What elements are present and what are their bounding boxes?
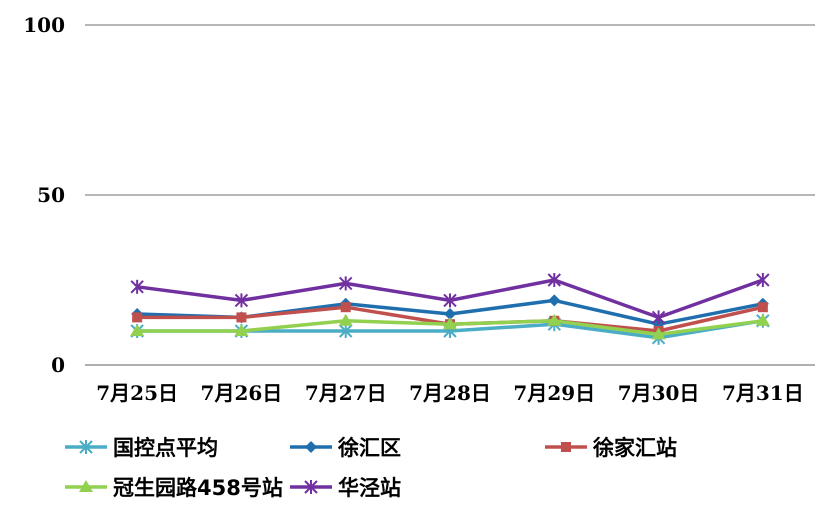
- data-point: [651, 327, 666, 340]
- data-point: [443, 317, 457, 330]
- x-axis-ticks: 7月25日 7月26日 7月27日 7月28日 7月29日 7月30日 7月31日: [96, 381, 803, 405]
- legend-item: 华泾站: [290, 476, 401, 500]
- legend-item: 徐汇区: [290, 436, 401, 460]
- data-point: [444, 308, 456, 320]
- data-point: [756, 273, 770, 287]
- x-tick-label: 7月28日: [409, 381, 491, 405]
- x-tick-label: 7月27日: [305, 381, 387, 405]
- series-group: [130, 273, 770, 345]
- legend-marker: [79, 440, 93, 454]
- legend-marker: [304, 480, 318, 494]
- y-tick-label: 50: [37, 183, 65, 207]
- data-point: [548, 294, 561, 307]
- legend-marker: [305, 441, 317, 453]
- data-point: [755, 313, 770, 326]
- data-point: [547, 313, 562, 326]
- legend-label: 冠生园路458号站: [113, 476, 283, 500]
- data-point: [338, 313, 353, 326]
- data-point: [339, 276, 353, 291]
- x-tick-label: 7月29日: [513, 381, 595, 405]
- legend-marker: [79, 480, 93, 492]
- x-tick-label: 7月31日: [722, 381, 804, 405]
- data-point: [651, 310, 666, 325]
- data-point: [130, 324, 145, 336]
- legend-marker: [561, 442, 571, 452]
- y-tick-label: 0: [51, 353, 65, 377]
- legend-item: 国控点平均: [65, 436, 218, 460]
- legend-label: 徐汇区: [337, 436, 401, 460]
- data-point: [236, 312, 247, 323]
- legend-label: 徐家汇站: [592, 436, 677, 460]
- y-tick-label: 100: [23, 13, 65, 37]
- legend-item: 冠生园路458号站: [65, 476, 283, 500]
- data-point: [234, 324, 249, 336]
- data-point: [340, 302, 351, 313]
- data-point: [443, 293, 457, 308]
- data-point: [234, 293, 249, 308]
- data-point: [339, 324, 353, 338]
- legend-item: 徐家汇站: [545, 436, 677, 460]
- legend-label: 华泾站: [338, 476, 401, 500]
- x-tick-label: 7月25日: [96, 381, 178, 405]
- x-tick-label: 7月26日: [201, 381, 283, 405]
- gridlines: [85, 24, 815, 366]
- series-3: [130, 313, 770, 340]
- data-point: [132, 312, 143, 323]
- data-point: [757, 302, 768, 313]
- data-point: [130, 279, 144, 294]
- x-tick-label: 7月30日: [618, 381, 700, 405]
- y-axis-ticks: 0 50 100: [23, 13, 65, 377]
- legend-label: 国控点平均: [113, 436, 218, 460]
- data-point: [547, 273, 561, 287]
- series-4: [130, 273, 770, 325]
